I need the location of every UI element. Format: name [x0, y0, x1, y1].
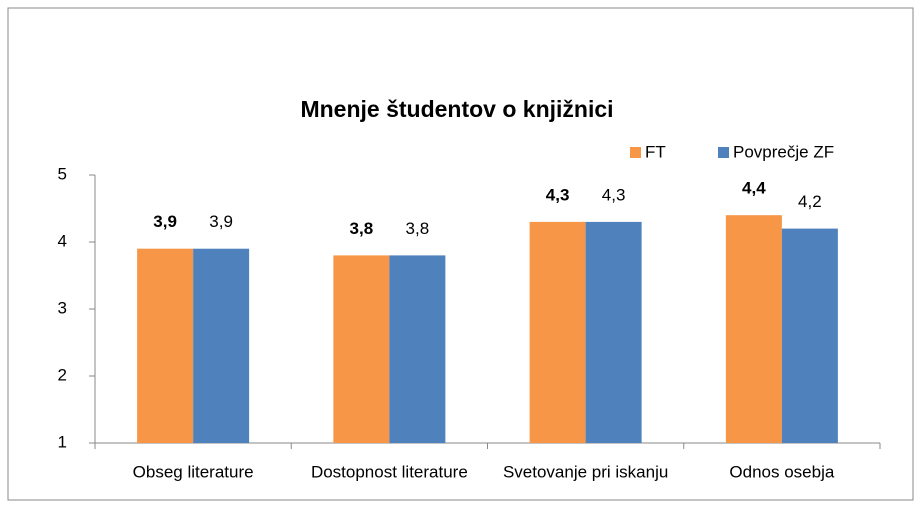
value-label: 4,3: [602, 185, 626, 204]
bar: [585, 221, 642, 443]
bar: [333, 255, 390, 443]
value-label: 3,8: [350, 219, 374, 238]
legend-swatch: [718, 147, 729, 158]
y-tick-label: 1: [58, 432, 67, 451]
legend-label: Povprečje ZF: [733, 142, 834, 161]
value-label: 4,4: [742, 179, 766, 198]
x-tick-label: Obseg literature: [133, 462, 254, 481]
x-tick-label: Odnos osebja: [729, 462, 834, 481]
legend-label: FT: [645, 142, 666, 161]
value-label: 4,3: [546, 185, 570, 204]
y-tick-label: 5: [58, 164, 67, 183]
x-tick-label: Svetovanje pri iskanju: [503, 462, 668, 481]
bar: [137, 248, 194, 443]
legend-swatch: [630, 147, 641, 158]
value-label: 3,9: [209, 212, 233, 231]
y-tick-label: 2: [58, 365, 67, 384]
x-tick-label: Dostopnost literature: [311, 462, 468, 481]
y-tick-label: 4: [58, 231, 67, 250]
bar: [529, 221, 586, 443]
bar: [725, 215, 782, 443]
value-label: 4,2: [798, 192, 822, 211]
value-label: 3,9: [153, 212, 177, 231]
y-tick-label: 3: [58, 298, 67, 317]
value-label: 3,8: [406, 219, 430, 238]
bar: [193, 248, 250, 443]
bar: [781, 228, 838, 443]
bar: [389, 255, 446, 443]
chart-title: Mnenje študentov o knjižnici: [300, 96, 613, 122]
